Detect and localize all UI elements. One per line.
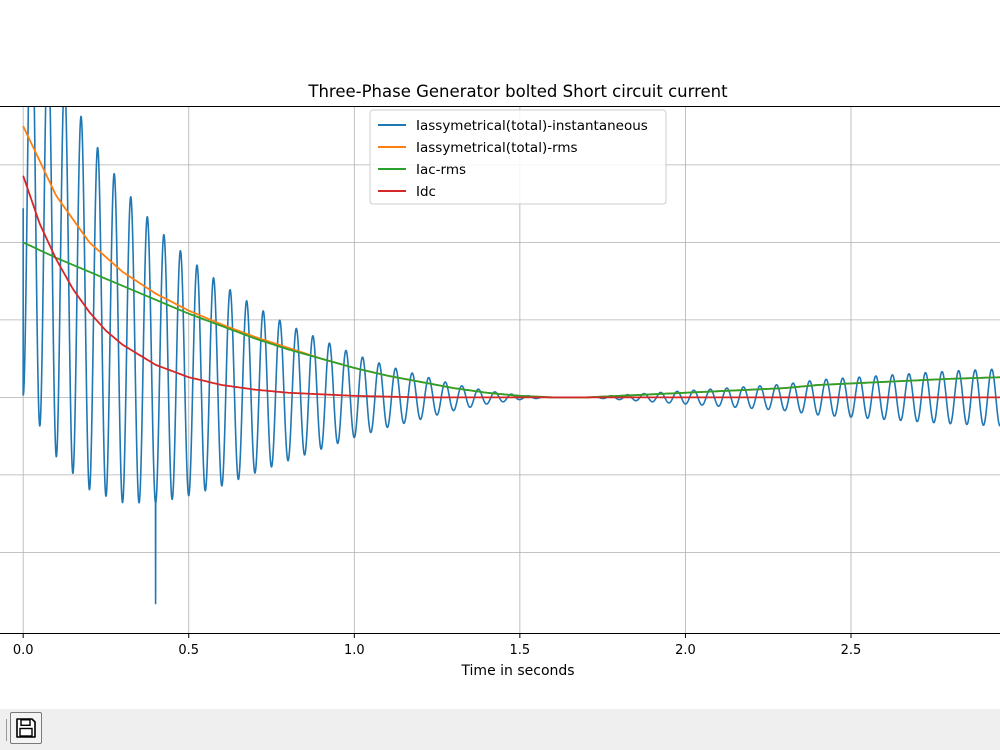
save-figure-button[interactable]	[10, 712, 42, 744]
chart-svg: Three-Phase Generator bolted Short circu…	[0, 82, 1000, 679]
x-tick-label-2: 1.0	[344, 643, 365, 658]
x-tick-label-0: 0.0	[13, 643, 34, 658]
series-line-idc	[22, 175, 1000, 399]
figure-toolbar	[0, 709, 1000, 750]
legend-label-1: Iassymetrical(total)-rms	[416, 140, 578, 156]
floppy-disk-icon	[16, 718, 36, 738]
x-tick-label-1: 0.5	[178, 643, 199, 658]
series-line-iac-rms	[22, 241, 1000, 399]
figure-canvas: Three-Phase Generator bolted Short circu…	[0, 82, 1000, 679]
x-axis-ticks: 0.0 0.5 1.0 1.5 2.0 2.5	[13, 633, 862, 658]
legend-label-2: Iac-rms	[416, 162, 466, 178]
series-line-instantaneous	[22, 106, 1000, 605]
chart-title: Three-Phase Generator bolted Short circu…	[307, 82, 728, 101]
toolbar-separator	[6, 719, 7, 741]
legend-box	[369, 109, 667, 205]
x-tick-label-4: 2.0	[675, 643, 696, 658]
x-tick-label-5: 2.5	[841, 643, 862, 658]
legend-label-0: Iassymetrical(total)-instantaneous	[416, 118, 648, 134]
legend: Iassymetrical(total)-instantaneous Iassym…	[369, 109, 667, 205]
axes-frame	[0, 106, 1000, 634]
x-tick-label-3: 1.5	[510, 643, 531, 658]
x-axis-label: Time in seconds	[460, 663, 574, 679]
series-lines	[22, 106, 1000, 605]
legend-label-3: Idc	[416, 184, 436, 200]
